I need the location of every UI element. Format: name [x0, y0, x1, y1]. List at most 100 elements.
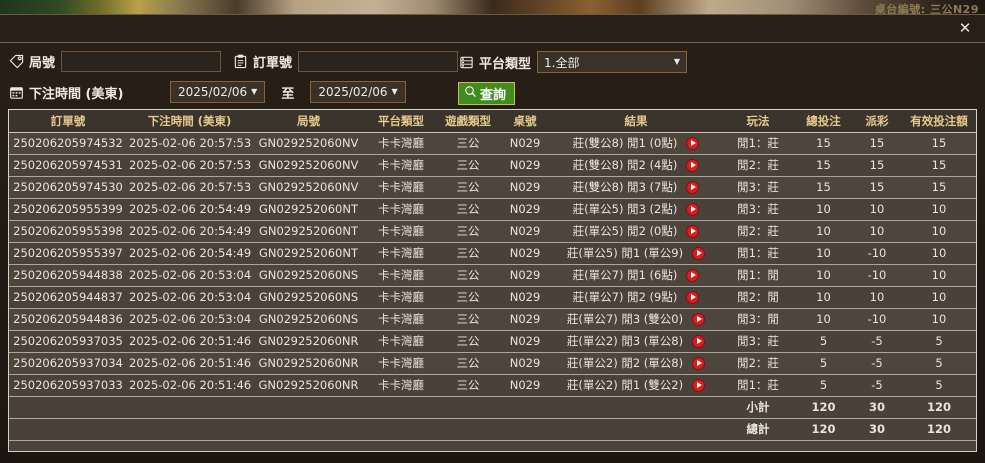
table-row[interactable]: 250206205974531 2025-02-06 20:57:53 GN0292…: [9, 154, 976, 177]
platform-select[interactable]: 1.全部 ▼: [537, 51, 688, 73]
column-header-validbet[interactable]: 有效投注額: [902, 110, 976, 133]
subtotal-totalbet: 120: [795, 396, 852, 419]
date-from-value: 2025/02/06: [178, 85, 248, 99]
play-replay-icon[interactable]: [686, 268, 700, 282]
column-header-time[interactable]: 下注時間 (美東): [127, 110, 252, 133]
cell-status: 已派彩: [976, 374, 977, 396]
cell-result: 莊(雙公8) 閒3 (7點): [551, 176, 721, 199]
cell-platform: 卡卡灣廳: [365, 264, 437, 287]
table-row[interactable]: 250206205974530 2025-02-06 20:57:53 GN0292…: [9, 176, 976, 199]
subtotal-payout: 30: [852, 396, 902, 419]
list-icon: [458, 54, 474, 70]
table-row[interactable]: 250206205937034 2025-02-06 20:51:46 GN0292…: [9, 352, 976, 375]
column-header-payout[interactable]: 派彩: [852, 110, 902, 133]
spacer-time: [127, 396, 252, 419]
cell-totalbet: 15: [795, 132, 852, 155]
play-replay-icon[interactable]: [686, 202, 700, 216]
subtotal-row: 小計 120 30 120: [9, 396, 977, 419]
cell-round: GN029252060NV: [252, 176, 365, 199]
cell-totalbet: 10: [795, 198, 852, 221]
play-replay-icon[interactable]: [686, 180, 700, 194]
cell-payout: -5: [852, 330, 902, 353]
round-input[interactable]: [61, 51, 222, 72]
table-row[interactable]: 250206205944836 2025-02-06 20:53:04 GN0292…: [9, 308, 976, 331]
table-row[interactable]: 250206205955397 2025-02-06 20:54:49 GN0292…: [9, 242, 977, 265]
column-header-round[interactable]: 局號: [252, 110, 365, 133]
date-from-picker[interactable]: 2025/02/06 ▼: [170, 81, 266, 103]
cell-playtype: 閒3：閒: [721, 308, 795, 331]
cell-tableno: N029: [499, 154, 551, 177]
spacer-time: [127, 418, 252, 441]
cell-validbet: 15: [902, 176, 976, 199]
cell-playtype: 閒1：閒: [721, 264, 795, 287]
cell-round: GN029252060NS: [252, 308, 365, 331]
table-row[interactable]: 250206205937033 2025-02-06 20:51:46 GN0292…: [9, 374, 977, 397]
cell-payout: 15: [852, 154, 902, 177]
table-row[interactable]: 250206205955398 2025-02-06 20:54:49 GN0292…: [9, 220, 976, 243]
cell-time: 2025-02-06 20:53:04: [127, 286, 252, 309]
cell-order: 250206205974532: [9, 132, 127, 155]
cell-playtype: 閒3：莊: [721, 176, 795, 199]
play-replay-icon[interactable]: [692, 312, 706, 326]
cell-time: 2025-02-06 20:54:49: [127, 220, 252, 243]
cell-tableno: N029: [499, 330, 551, 353]
cell-gametype: 三公: [437, 264, 499, 287]
cell-validbet: 5: [902, 374, 976, 397]
play-replay-icon[interactable]: [686, 136, 700, 150]
table-row[interactable]: 250206205955399 2025-02-06 20:54:49 GN0292…: [9, 198, 976, 221]
column-header-order[interactable]: 訂單號: [9, 110, 127, 133]
table-row[interactable]: 250206205974532 2025-02-06 20:57:53 GN0292…: [9, 132, 977, 155]
cell-time: 2025-02-06 20:53:04: [127, 264, 252, 287]
cell-order: 250206205974530: [9, 176, 127, 199]
bet-time-filter-label: 下注時間 (美東): [29, 87, 124, 102]
cell-result: 莊(單公2) 閒1 (雙公2): [551, 374, 721, 397]
cell-validbet: 10: [902, 308, 976, 331]
play-replay-icon[interactable]: [692, 334, 706, 348]
column-header-platform[interactable]: 平台類型: [365, 110, 437, 133]
cell-playtype: 閒2：莊: [721, 154, 795, 177]
spacer-round: [252, 396, 365, 419]
grandtotal-payout: 30: [852, 418, 902, 441]
result-text: 莊(單公2) 閒1 (雙公2): [566, 378, 684, 392]
result-text: 莊(雙公8) 閒2 (4點): [572, 158, 678, 172]
calendar-icon: [8, 85, 24, 101]
result-text: 莊(單公7) 閒3 (雙公0): [566, 312, 684, 326]
cell-totalbet: 15: [795, 154, 852, 177]
play-replay-icon[interactable]: [692, 246, 706, 260]
play-replay-icon[interactable]: [692, 356, 706, 370]
cell-status: 已派彩: [976, 330, 977, 352]
play-replay-icon[interactable]: [686, 224, 700, 238]
play-replay-icon[interactable]: [692, 378, 706, 392]
column-header-gametype[interactable]: 遊戲類型: [437, 110, 499, 133]
cell-totalbet: 10: [795, 308, 852, 331]
column-header-playtype[interactable]: 玩法: [721, 110, 795, 133]
cell-payout: 15: [852, 176, 902, 199]
column-header-tableno[interactable]: 桌號: [499, 110, 551, 133]
table-row[interactable]: 250206205937035 2025-02-06 20:51:46 GN0292…: [9, 330, 977, 353]
order-input[interactable]: [298, 51, 459, 72]
cell-totalbet: 5: [795, 352, 852, 375]
cell-order: 250206205955398: [9, 220, 127, 243]
grandtotal-validbet: 120: [902, 418, 976, 441]
cell-playtype: 閒3：莊: [721, 198, 795, 221]
cell-platform: 卡卡灣廳: [365, 286, 437, 309]
cell-totalbet: 10: [795, 242, 852, 265]
table-row[interactable]: 250206205944837 2025-02-06 20:53:04 GN0292…: [9, 286, 976, 309]
close-icon[interactable]: ✕: [958, 19, 972, 37]
play-replay-icon[interactable]: [686, 158, 700, 172]
column-header-totalbet[interactable]: 總投注: [795, 110, 852, 133]
cell-status: 已派彩: [976, 132, 977, 154]
chevron-down-icon: ▼: [251, 87, 258, 96]
search-button[interactable]: 查詢: [458, 82, 516, 105]
play-replay-icon[interactable]: [686, 290, 700, 304]
platform-filter: 平台類型 1.全部 ▼: [458, 51, 688, 73]
column-header-status[interactable]: 狀態: [976, 110, 977, 132]
table-row[interactable]: 250206205944838 2025-02-06 20:53:04 GN0292…: [9, 264, 976, 287]
spacer-status: [976, 396, 977, 418]
bet-history-table-panel[interactable]: 訂單號 下注時間 (美東) 局號 平台類型 遊戲類型 桌號 結果 玩法 總投注 …: [8, 109, 977, 452]
cell-platform: 卡卡灣廳: [365, 176, 437, 199]
cell-status: 已派彩: [976, 242, 977, 264]
date-to-picker[interactable]: 2025/02/06 ▼: [310, 81, 406, 103]
cell-platform: 卡卡灣廳: [365, 198, 437, 221]
column-header-result[interactable]: 結果: [551, 110, 721, 133]
